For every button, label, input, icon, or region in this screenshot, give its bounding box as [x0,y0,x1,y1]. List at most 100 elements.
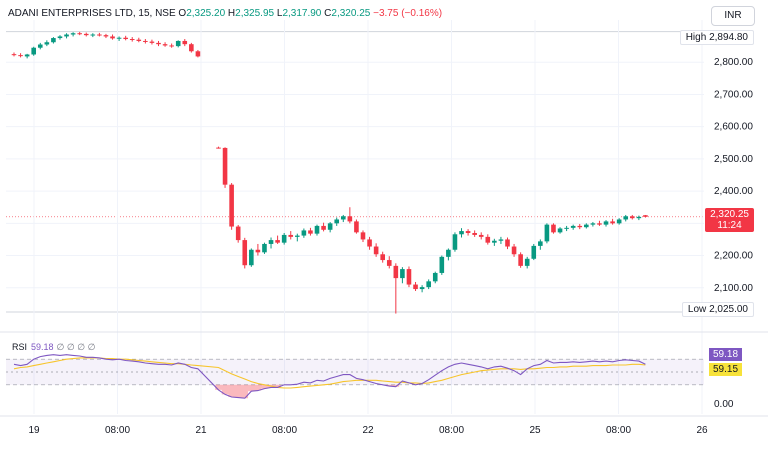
candle-body [222,147,228,185]
candle-body [518,254,523,266]
candle-body [175,40,181,47]
low-value: 2,317.90 [282,8,322,19]
candle-body [426,281,431,288]
candle-body [18,55,23,57]
last-price-tag: 2,320.25 11:24 [705,208,754,232]
candle-body [524,258,530,266]
price-tick-label: 2,200.00 [714,251,753,262]
candle-body [90,34,96,36]
price-tick-label: 2,400.00 [714,186,753,197]
candle-body [386,260,392,266]
candle-body [623,216,629,220]
candle-body [129,39,135,41]
candle-body [439,256,445,273]
candle-body [195,51,201,57]
high-tag-value: 2,894.80 [709,32,748,43]
candle-body [123,37,128,40]
candle-body [400,269,405,279]
candle-body [465,231,471,233]
price-tick-label: 2,800.00 [714,57,753,68]
candle-body [432,272,438,282]
rsi-pane: 0.00 [0,331,768,410]
candle-body [83,33,89,36]
time-tick-label: 21 [195,425,207,436]
time-tick-label: 08:00 [439,425,464,436]
candle-body [597,223,602,225]
high-tag-label: High [685,32,707,43]
candle-body [419,287,425,290]
rsi-oversold-fill [215,384,400,399]
candle-body [37,44,43,48]
candle-body [235,226,241,241]
candle-body [216,147,221,149]
candle-body [162,44,168,46]
candle-body [629,216,635,219]
high-value: 2,325.95 [235,8,275,19]
candle-body [275,240,280,243]
time-tick-label: 08:00 [105,425,130,436]
rsi-zero-label: 0.00 [714,399,734,410]
candle-body [143,40,148,42]
symbol-name: ADANI ENTERPRISES LTD, 15, NSE [8,8,176,19]
price-tick-label: 2,100.00 [714,283,753,294]
rsi-line [13,354,646,399]
time-tick-label: 25 [529,425,541,436]
candle-body [70,33,76,35]
candle-body [77,33,82,35]
candle-body [485,236,491,243]
low-label: L [276,8,283,19]
candle-body [452,234,458,250]
last-price-value: 2,320.25 [710,209,749,220]
candle-body [301,230,307,236]
candle-body [182,40,188,45]
rsi-legend-value: 59.18 [31,342,54,352]
candle-body [57,36,63,39]
candle-body [446,249,451,257]
candle-body [360,232,366,240]
candle-body [314,225,320,234]
candle-body [169,45,174,47]
high-price-tag: High 2,894.80 [679,30,754,45]
candle-body [413,284,418,290]
candle-body [570,225,576,228]
candle-body [97,34,102,36]
time-tick-label: 08:00 [606,425,631,436]
price-tick-label: 2,600.00 [714,122,753,133]
candle-body [51,38,56,43]
time-axis: 19 08:00 21 08:00 22 08:00 25 08:00 26 [0,415,768,436]
candle-body [472,233,477,235]
candle-body [590,223,596,225]
price-axis: 2,100.002,200.002,300.002,400.002,500.00… [714,57,753,294]
candle-body [268,240,274,244]
candle-body [393,265,399,279]
candle-body [531,245,537,259]
candle-body [321,225,326,230]
candle-body [636,216,642,219]
symbol-legend: ADANI ENTERPRISES LTD, 15, NSE O2,325.20… [8,8,442,19]
candle-body [347,216,353,222]
currency-button[interactable]: INR [711,6,755,26]
candle-body [459,231,464,235]
candle-body [478,234,484,237]
time-tick-label: 08:00 [272,425,297,436]
candle-body [603,221,609,225]
candle-body [643,215,648,217]
candle-body [340,216,346,220]
candle-body [242,240,248,266]
rsi-na-values: ∅ ∅ ∅ ∅ [56,342,96,352]
candle-body [367,239,372,247]
candle-body [249,249,254,266]
candle-body [505,239,510,247]
rsi-label: RSI [12,342,28,352]
rsi-legend[interactable]: RSI 59.18 ∅ ∅ ∅ ∅ [12,342,95,353]
bar-countdown: 11:24 [717,220,742,231]
candle-body [64,34,69,37]
candle-body [406,269,412,285]
candle-body [116,37,122,39]
low-tag-label: Low [687,304,707,315]
open-value: 2,325.20 [186,8,226,19]
candle-body [255,249,261,253]
rsi-value-tag: 59.18 [709,348,743,361]
chart-grid [6,20,704,414]
